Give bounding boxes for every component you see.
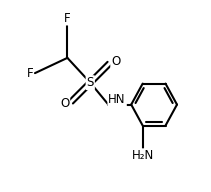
Text: F: F xyxy=(64,12,71,25)
Text: H₂N: H₂N xyxy=(131,149,154,162)
Text: F: F xyxy=(26,67,33,80)
Text: O: O xyxy=(60,97,69,110)
Text: O: O xyxy=(111,55,120,68)
Text: S: S xyxy=(87,76,94,89)
Text: HN: HN xyxy=(108,93,126,106)
